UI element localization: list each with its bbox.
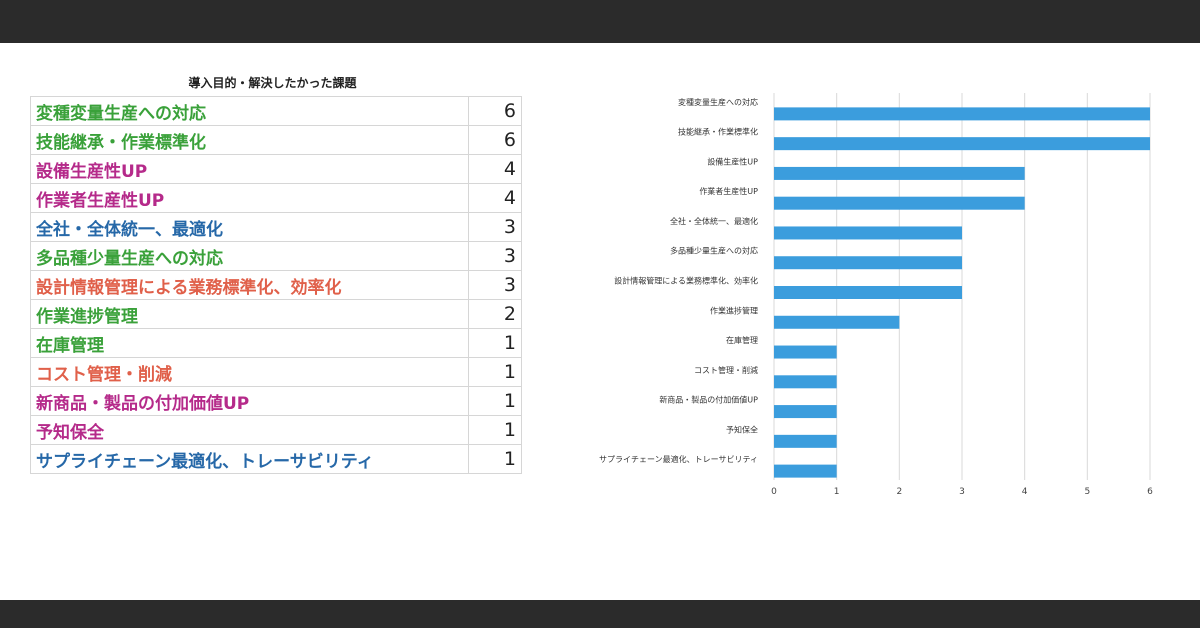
bar [774, 315, 900, 329]
bar [774, 196, 1025, 210]
row-label: 設備生産性UP [30, 154, 469, 184]
bar [774, 256, 962, 270]
table-row: 設備生産性UP 4 [30, 154, 522, 184]
row-value: 3 [468, 212, 522, 242]
table-row: 技能継承・作業標準化 6 [30, 125, 522, 155]
category-label: 作業進捗管理 [710, 305, 758, 315]
bar [774, 345, 837, 359]
table-row: 新商品・製品の付加価値UP 1 [30, 386, 522, 416]
category-label: サプライチェーン最適化、トレーサビリティ [599, 454, 758, 464]
table-row: 全社・全体統一、最適化 3 [30, 212, 522, 242]
x-tick-label: 2 [896, 487, 902, 497]
row-label: 作業進捗管理 [30, 299, 469, 329]
row-value: 3 [468, 241, 522, 271]
row-value: 4 [468, 183, 522, 213]
category-label: 変種変量生産への対応 [678, 97, 758, 107]
table-row: コスト管理・削減 1 [30, 357, 522, 387]
table-row: 設計情報管理による業務標準化、効率化 3 [30, 270, 522, 300]
row-label: コスト管理・削減 [30, 357, 469, 387]
issue-table: 変種変量生産への対応 6 技能継承・作業標準化 6 設備生産性UP 4 作業者生産性UP 4 全… [30, 96, 522, 474]
row-value: 2 [468, 299, 522, 329]
row-label: 多品種少量生産への対応 [30, 241, 469, 271]
row-value: 4 [468, 154, 522, 184]
table-row: 作業者生産性UP 4 [30, 183, 522, 213]
row-value: 1 [468, 415, 522, 445]
row-value: 6 [468, 96, 522, 126]
x-tick-label: 5 [1084, 487, 1090, 497]
row-value: 6 [468, 125, 522, 155]
x-tick-label: 4 [1022, 487, 1028, 497]
bottom-frame [0, 600, 1200, 628]
x-tick-label: 6 [1147, 487, 1153, 497]
row-value: 3 [468, 270, 522, 300]
category-label: 技能継承・作業標準化 [678, 127, 758, 137]
row-value: 1 [468, 357, 522, 387]
category-label: 作業者生産性UP [699, 186, 758, 196]
row-label: 全社・全体統一、最適化 [30, 212, 469, 242]
table-title: 導入目的・解決したかった課題 [188, 76, 357, 90]
bar [774, 286, 962, 299]
row-label: 在庫管理 [30, 328, 469, 358]
bar [774, 434, 837, 448]
row-label: 新商品・製品の付加価値UP [30, 386, 469, 416]
bar [774, 375, 837, 389]
category-label: 設備生産性UP [707, 156, 758, 166]
bar [774, 166, 1025, 180]
x-tick-label: 1 [834, 487, 840, 497]
table-row: 変種変量生産への対応 6 [30, 96, 522, 126]
row-label: 変種変量生産への対応 [30, 96, 469, 126]
row-label: 設計情報管理による業務標準化、効率化 [30, 270, 469, 300]
table-row: 予知保全 1 [30, 415, 522, 445]
category-label: 多品種少量生産への対応 [670, 246, 758, 256]
row-label: 予知保全 [30, 415, 469, 445]
row-value: 1 [468, 444, 522, 474]
chart-x-axis: 0 1 2 3 4 5 6 [771, 487, 1153, 497]
row-value: 1 [468, 328, 522, 358]
row-value: 1 [468, 386, 522, 416]
table-row: 多品種少量生産への対応 3 [30, 241, 522, 271]
table-row: サプライチェーン最適化、トレーサビリティ 1 [30, 444, 522, 474]
top-frame [0, 0, 1200, 43]
category-label: コスト管理・削減 [694, 365, 758, 375]
table-row: 作業進捗管理 2 [30, 299, 522, 329]
chart-bars [774, 107, 1150, 478]
category-label: 設計情報管理による業務標準化、効率化 [614, 276, 758, 286]
category-label: 予知保全 [726, 424, 758, 434]
x-tick-label: 0 [771, 487, 777, 497]
bar [774, 137, 1150, 151]
x-tick-label: 3 [959, 487, 965, 497]
table-row: 在庫管理 1 [30, 328, 522, 358]
bar [774, 107, 1150, 121]
bar [774, 405, 837, 419]
category-label: 在庫管理 [726, 335, 758, 345]
bar [774, 464, 837, 478]
category-label: 全社・全体統一、最適化 [670, 216, 758, 226]
category-label: 新商品・製品の付加価値UP [659, 395, 758, 405]
row-label: 作業者生産性UP [30, 183, 469, 213]
row-label: サプライチェーン最適化、トレーサビリティ [30, 444, 469, 474]
bar [774, 226, 962, 240]
row-label: 技能継承・作業標準化 [30, 125, 469, 155]
